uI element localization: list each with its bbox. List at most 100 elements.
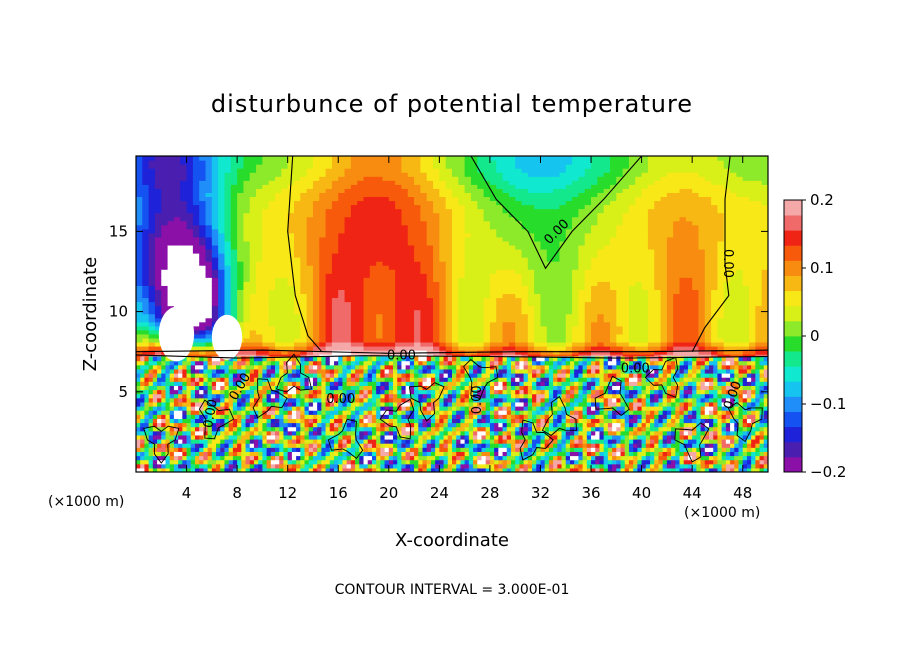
field-cell [199, 172, 207, 177]
field-cell [173, 164, 181, 169]
field-cell [698, 253, 706, 258]
field-cell [237, 253, 245, 258]
field-cell [230, 289, 238, 295]
field-cell [666, 337, 674, 343]
field-cell [464, 261, 472, 266]
field-cell [711, 220, 719, 226]
field-cell [407, 188, 415, 193]
field-cell [464, 281, 472, 286]
field-cell [325, 156, 333, 161]
field-cell [755, 317, 763, 323]
field-cell [527, 184, 535, 189]
field-cell [761, 345, 768, 351]
field-cell [363, 265, 371, 270]
field-cell [698, 180, 706, 185]
field-cell [635, 196, 643, 202]
field-cell [167, 172, 175, 177]
field-cell [496, 329, 504, 335]
field-cell [553, 273, 561, 278]
field-cell [591, 224, 598, 230]
field-cell [647, 321, 655, 327]
field-cell [401, 220, 409, 226]
field-cell [489, 329, 497, 335]
field-cell [287, 301, 295, 307]
field-cell [154, 281, 162, 286]
field-cell [281, 269, 289, 274]
field-cell [407, 289, 415, 295]
field-cell [673, 220, 681, 226]
field-cell [218, 212, 226, 218]
field-cell [211, 224, 219, 230]
field-cell [433, 220, 440, 226]
field-cell [685, 253, 693, 258]
field-cell [148, 321, 156, 327]
field-cell [527, 253, 535, 258]
field-cell [363, 192, 371, 198]
field-cell [154, 285, 162, 290]
field-cell [622, 281, 630, 286]
field-cell [199, 216, 207, 222]
field-cell [477, 325, 485, 331]
field-cell [407, 293, 415, 299]
field-cell [717, 188, 725, 193]
field-cell [445, 281, 453, 286]
field-cell [597, 289, 605, 295]
field-cell [578, 236, 586, 242]
field-cell [477, 232, 485, 238]
field-cell [142, 261, 150, 266]
field-cell [363, 224, 371, 230]
field-cell [294, 293, 301, 299]
field-cell [584, 317, 592, 323]
field-cell [199, 341, 207, 347]
field-cell [673, 350, 681, 355]
field-cell [483, 305, 491, 311]
field-cell [357, 337, 365, 343]
field-cell [597, 333, 605, 339]
field-cell [464, 156, 472, 161]
field-cell [414, 265, 421, 270]
field-cell [584, 289, 592, 295]
field-cell [692, 184, 700, 189]
field-cell [224, 216, 232, 222]
field-cell [628, 160, 636, 165]
field-cell [572, 176, 579, 181]
field-cell [711, 204, 719, 210]
field-cell [243, 184, 251, 189]
field-cell [641, 265, 649, 270]
field-cell [452, 305, 459, 311]
field-cell [666, 273, 674, 278]
field-cell [692, 293, 700, 299]
field-cell [559, 317, 567, 323]
field-cell [306, 160, 314, 165]
field-cell [761, 180, 768, 185]
field-cell [300, 317, 308, 323]
field-cell [312, 269, 320, 274]
field-cell [477, 176, 485, 181]
field-cell [338, 160, 346, 165]
field-cell [730, 192, 737, 198]
field-cell [660, 244, 668, 250]
field-cell [312, 188, 320, 193]
field-cell [414, 257, 421, 262]
field-cell [635, 180, 643, 185]
field-cell [647, 192, 655, 198]
field-cell [546, 345, 554, 351]
field-cell [616, 354, 624, 359]
field-cell [148, 232, 156, 238]
field-cell [249, 313, 257, 319]
field-cell [243, 277, 251, 282]
field-cell [224, 244, 232, 250]
field-cell [654, 208, 662, 214]
field-cell [603, 248, 611, 254]
field-cell [426, 297, 434, 303]
field-cell [426, 321, 434, 327]
field-cell [559, 240, 567, 246]
field-cell [666, 160, 674, 165]
field-cell [685, 184, 693, 189]
field-cell [679, 160, 687, 165]
field-cell [578, 172, 586, 177]
field-cell [230, 196, 238, 202]
field-cell [363, 200, 371, 206]
field-cell [243, 168, 251, 173]
field-cell [527, 265, 535, 270]
